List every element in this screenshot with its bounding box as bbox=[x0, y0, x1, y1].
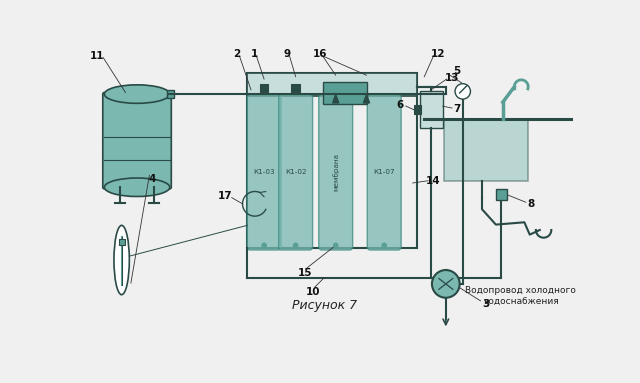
Text: К1-02: К1-02 bbox=[285, 169, 307, 175]
Bar bbox=[291, 85, 300, 92]
Text: 16: 16 bbox=[313, 49, 328, 59]
FancyBboxPatch shape bbox=[279, 95, 312, 250]
Bar bbox=[414, 105, 421, 115]
Text: 7: 7 bbox=[453, 104, 460, 114]
Bar bbox=[260, 85, 268, 92]
Ellipse shape bbox=[104, 178, 170, 196]
Circle shape bbox=[382, 243, 387, 247]
FancyBboxPatch shape bbox=[247, 95, 281, 250]
Polygon shape bbox=[364, 95, 369, 103]
Text: 11: 11 bbox=[90, 51, 104, 61]
Ellipse shape bbox=[114, 225, 129, 295]
Bar bbox=[247, 73, 417, 249]
Text: 12: 12 bbox=[431, 49, 445, 59]
FancyBboxPatch shape bbox=[103, 93, 172, 189]
Bar bbox=[247, 73, 417, 96]
Bar bbox=[420, 92, 443, 128]
Text: Рисунок 7: Рисунок 7 bbox=[292, 299, 356, 312]
Polygon shape bbox=[333, 95, 339, 103]
Text: 8: 8 bbox=[527, 199, 534, 209]
Text: 15: 15 bbox=[298, 268, 312, 278]
Text: 17: 17 bbox=[218, 191, 233, 201]
Text: 1: 1 bbox=[252, 49, 259, 59]
Bar bbox=[323, 82, 367, 104]
Circle shape bbox=[455, 84, 470, 99]
Text: 5: 5 bbox=[453, 66, 460, 76]
Text: К1-07: К1-07 bbox=[373, 169, 395, 175]
FancyBboxPatch shape bbox=[367, 95, 401, 250]
Text: 9: 9 bbox=[284, 49, 291, 59]
Bar bbox=[444, 119, 528, 181]
Text: 4: 4 bbox=[148, 174, 156, 184]
Text: 2: 2 bbox=[233, 49, 240, 59]
Text: К1-03: К1-03 bbox=[253, 169, 275, 175]
Bar bbox=[168, 90, 173, 98]
Text: мембрана: мембрана bbox=[332, 153, 339, 191]
Text: 10: 10 bbox=[305, 286, 320, 296]
Text: 3: 3 bbox=[482, 299, 490, 309]
Text: 14: 14 bbox=[426, 176, 441, 186]
Bar bbox=[332, 85, 340, 92]
FancyBboxPatch shape bbox=[319, 95, 353, 250]
Ellipse shape bbox=[104, 85, 170, 103]
Circle shape bbox=[294, 243, 298, 247]
Circle shape bbox=[333, 243, 338, 247]
Circle shape bbox=[432, 270, 460, 298]
Bar bbox=[496, 189, 507, 200]
Circle shape bbox=[262, 243, 266, 247]
Text: 6: 6 bbox=[397, 100, 404, 110]
Text: 13: 13 bbox=[445, 72, 460, 82]
Bar bbox=[118, 239, 125, 245]
Text: Водопровод холодного
водоснабжения: Водопровод холодного водоснабжения bbox=[465, 286, 576, 307]
